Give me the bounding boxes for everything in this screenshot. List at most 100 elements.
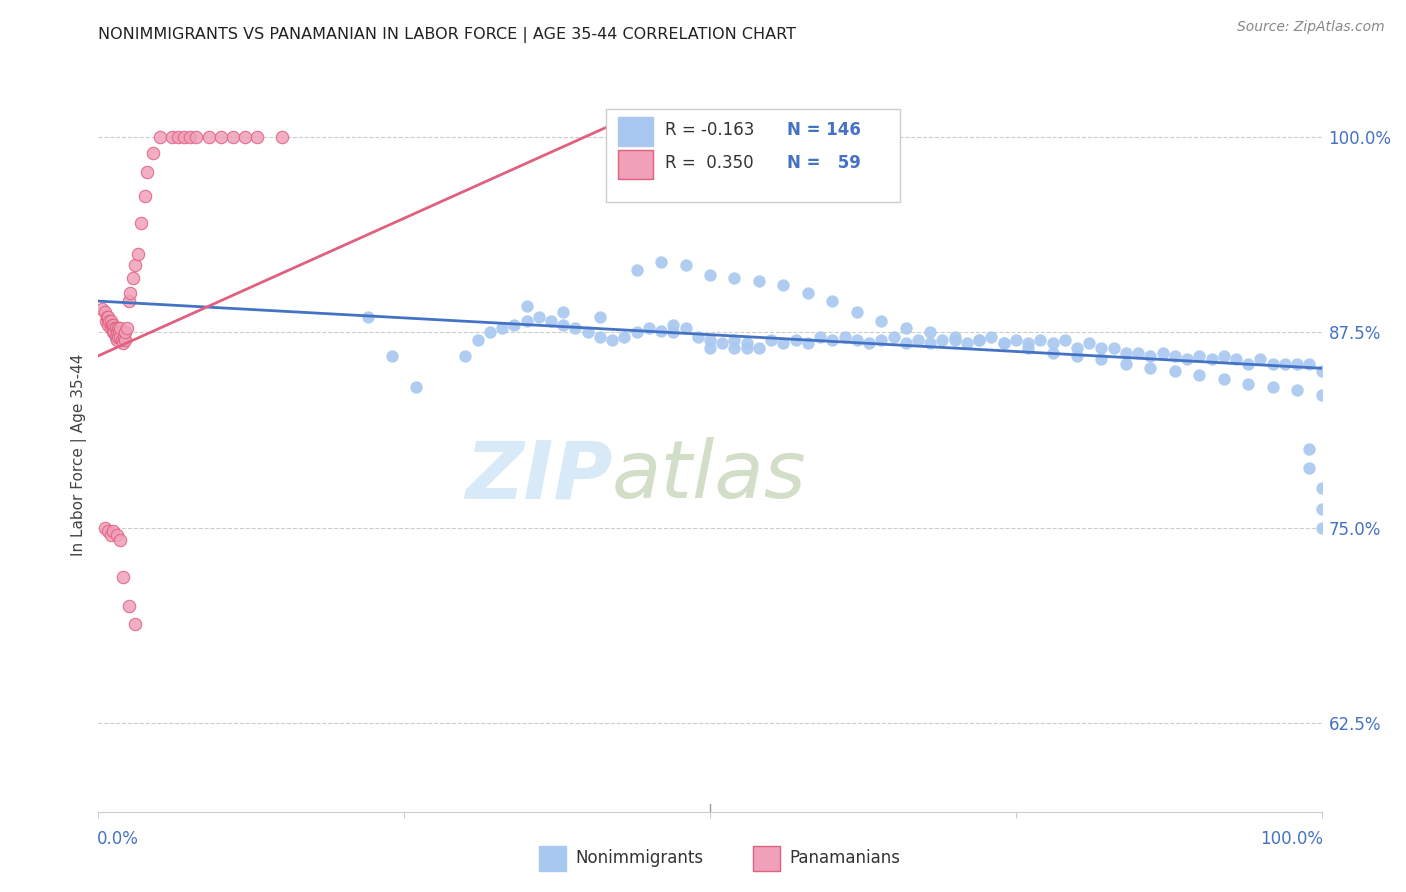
Point: [136, 164, 159, 178]
Text: atlas: atlas: [612, 437, 807, 516]
Point: [1310, 364, 1333, 378]
Point: [1152, 345, 1174, 359]
Text: Source: ZipAtlas.com: Source: ZipAtlas.com: [1237, 20, 1385, 34]
Point: [735, 336, 758, 351]
Point: [118, 294, 141, 309]
Point: [626, 263, 648, 277]
Point: [100, 320, 122, 334]
Point: [1102, 341, 1125, 355]
Point: [675, 320, 697, 334]
Point: [120, 286, 142, 301]
Point: [104, 330, 127, 344]
Point: [110, 330, 132, 344]
Point: [1298, 442, 1320, 457]
Point: [96, 310, 118, 324]
Point: [576, 326, 599, 340]
Point: [772, 278, 794, 293]
Point: [845, 333, 868, 347]
Point: [105, 528, 128, 542]
Point: [1298, 357, 1320, 371]
Point: [662, 326, 685, 340]
Point: [103, 320, 125, 334]
FancyBboxPatch shape: [538, 846, 565, 871]
Point: [1286, 383, 1309, 397]
Text: R =  0.350: R = 0.350: [665, 154, 754, 172]
Y-axis label: In Labor Force | Age 35-44: In Labor Force | Age 35-44: [72, 354, 87, 556]
Point: [1201, 351, 1223, 366]
Point: [527, 310, 550, 324]
Point: [686, 330, 709, 344]
Point: [115, 320, 138, 334]
Point: [101, 524, 124, 538]
Point: [564, 320, 586, 334]
Point: [1310, 501, 1333, 516]
Point: [980, 330, 1002, 344]
Point: [967, 333, 990, 347]
Point: [761, 333, 783, 347]
Point: [160, 130, 183, 145]
Point: [711, 336, 734, 351]
Point: [748, 341, 770, 355]
Point: [98, 314, 121, 328]
Point: [600, 333, 623, 347]
Point: [540, 314, 562, 328]
Point: [834, 330, 856, 344]
Point: [454, 349, 477, 363]
Point: [134, 189, 156, 203]
Point: [129, 216, 152, 230]
Point: [638, 320, 661, 334]
Text: R = -0.163: R = -0.163: [665, 121, 754, 139]
Point: [1274, 357, 1296, 371]
Point: [94, 314, 117, 328]
Point: [797, 286, 820, 301]
Point: [101, 318, 124, 332]
Point: [650, 255, 672, 269]
Text: NONIMMIGRANTS VS PANAMANIAN IN LABOR FORCE | AGE 35-44 CORRELATION CHART: NONIMMIGRANTS VS PANAMANIAN IN LABOR FOR…: [98, 27, 796, 43]
Point: [870, 314, 893, 328]
Point: [110, 320, 132, 334]
Point: [112, 330, 135, 344]
Point: [167, 130, 190, 145]
Point: [142, 145, 165, 160]
Point: [107, 330, 129, 344]
Point: [772, 336, 794, 351]
Point: [1237, 376, 1260, 391]
Point: [1042, 345, 1064, 359]
Point: [209, 130, 232, 145]
Point: [97, 524, 120, 538]
Point: [845, 305, 868, 319]
Point: [858, 336, 880, 351]
Point: [1128, 345, 1150, 359]
Point: [699, 333, 721, 347]
Point: [515, 299, 537, 313]
Point: [93, 520, 115, 534]
Point: [97, 318, 120, 332]
Point: [100, 528, 122, 542]
Point: [956, 336, 979, 351]
Point: [467, 333, 489, 347]
Text: ZIP: ZIP: [465, 437, 612, 516]
Point: [100, 314, 122, 328]
Point: [662, 318, 685, 332]
Point: [1164, 364, 1187, 378]
Point: [821, 333, 844, 347]
Text: N =   59: N = 59: [787, 154, 860, 172]
Point: [1212, 349, 1234, 363]
Point: [883, 330, 905, 344]
Point: [1286, 357, 1309, 371]
Point: [105, 326, 128, 340]
Point: [553, 305, 575, 319]
Point: [723, 333, 745, 347]
Point: [723, 341, 745, 355]
Text: 100.0%: 100.0%: [1260, 830, 1323, 848]
Point: [993, 336, 1015, 351]
Point: [1188, 349, 1211, 363]
Point: [222, 130, 245, 145]
Point: [797, 336, 820, 351]
Point: [111, 333, 134, 347]
Point: [1310, 388, 1333, 402]
Point: [613, 330, 636, 344]
Point: [1090, 351, 1112, 366]
Point: [870, 333, 893, 347]
Point: [699, 268, 721, 282]
